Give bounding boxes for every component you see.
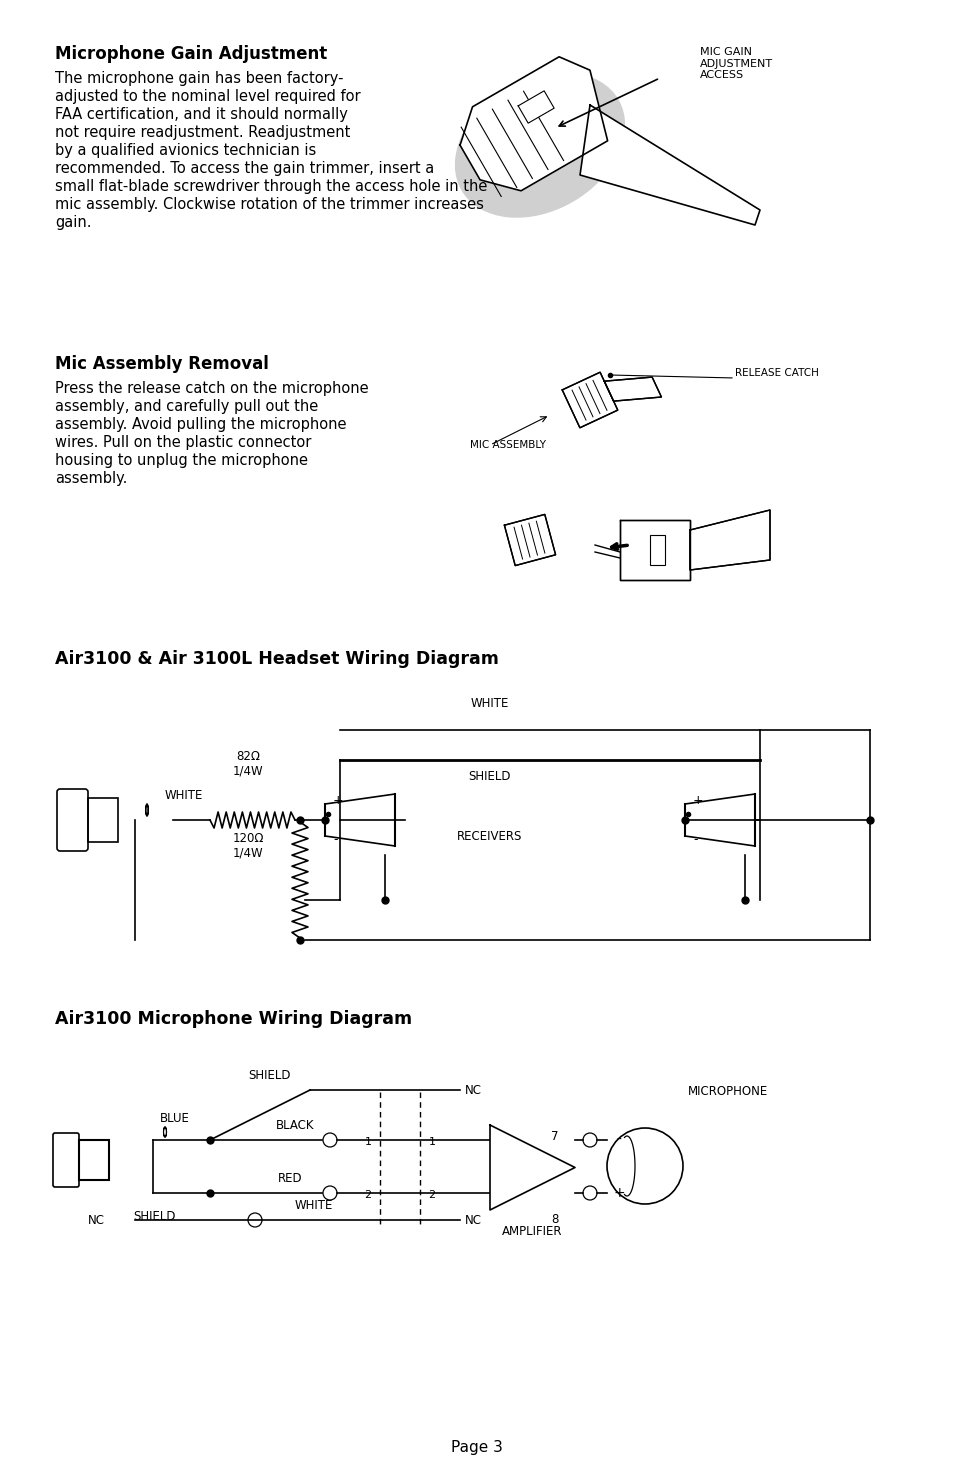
- Text: NC: NC: [88, 1214, 105, 1227]
- Text: WHITE: WHITE: [471, 698, 509, 709]
- Polygon shape: [504, 515, 555, 565]
- Polygon shape: [689, 510, 769, 569]
- Text: Microphone Gain Adjustment: Microphone Gain Adjustment: [55, 46, 327, 63]
- Text: 8: 8: [551, 1212, 558, 1226]
- Polygon shape: [603, 378, 660, 401]
- Text: SHIELD: SHIELD: [468, 770, 511, 783]
- Text: Page 3: Page 3: [451, 1440, 502, 1454]
- Text: RECEIVERS: RECEIVERS: [456, 830, 522, 844]
- Text: FAA certification, and it should normally: FAA certification, and it should normall…: [55, 108, 348, 122]
- Text: -: -: [333, 833, 337, 847]
- Text: SHIELD: SHIELD: [133, 1210, 176, 1223]
- Text: The microphone gain has been factory-: The microphone gain has been factory-: [55, 71, 343, 86]
- Text: WHITE: WHITE: [294, 1199, 333, 1212]
- Text: MIC GAIN
ADJUSTMENT
ACCESS: MIC GAIN ADJUSTMENT ACCESS: [700, 47, 772, 80]
- Text: +: +: [613, 1186, 624, 1201]
- Text: +: +: [333, 794, 343, 807]
- Text: Press the release catch on the microphone: Press the release catch on the microphon…: [55, 381, 368, 395]
- Text: 82Ω
1/4W: 82Ω 1/4W: [233, 749, 263, 777]
- Text: -: -: [616, 1133, 620, 1148]
- Text: BLUE: BLUE: [160, 1112, 190, 1125]
- Polygon shape: [619, 521, 689, 580]
- Text: WHITE: WHITE: [165, 789, 203, 802]
- Text: gain.: gain.: [55, 215, 91, 230]
- Text: RELEASE CATCH: RELEASE CATCH: [734, 367, 818, 378]
- Text: housing to unplug the microphone: housing to unplug the microphone: [55, 453, 308, 468]
- Bar: [79, 1140, 109, 1180]
- Text: RED: RED: [277, 1173, 302, 1184]
- Text: MICROPHONE: MICROPHONE: [687, 1086, 767, 1097]
- Polygon shape: [459, 58, 607, 190]
- Text: assembly.: assembly.: [55, 471, 128, 485]
- Text: Mic Assembly Removal: Mic Assembly Removal: [55, 355, 269, 373]
- Text: BLACK: BLACK: [275, 1120, 314, 1131]
- Text: by a qualified avionics technician is: by a qualified avionics technician is: [55, 143, 315, 158]
- Polygon shape: [490, 1125, 575, 1209]
- Text: 1: 1: [364, 1137, 371, 1148]
- Text: 2: 2: [364, 1190, 371, 1201]
- Text: 120Ω
1/4W: 120Ω 1/4W: [232, 832, 263, 860]
- Text: Air3100 Microphone Wiring Diagram: Air3100 Microphone Wiring Diagram: [55, 1010, 412, 1028]
- Text: assembly, and carefully pull out the: assembly, and carefully pull out the: [55, 400, 318, 414]
- Text: not require readjustment. Readjustment: not require readjustment. Readjustment: [55, 125, 350, 140]
- Text: 2: 2: [428, 1190, 436, 1201]
- Text: assembly. Avoid pulling the microphone: assembly. Avoid pulling the microphone: [55, 417, 346, 432]
- Text: SHIELD: SHIELD: [249, 1069, 291, 1083]
- Text: NC: NC: [464, 1084, 481, 1096]
- Text: NC: NC: [464, 1214, 481, 1227]
- Text: small flat-blade screwdriver through the access hole in the: small flat-blade screwdriver through the…: [55, 178, 487, 195]
- Text: Air3100 & Air 3100L Headset Wiring Diagram: Air3100 & Air 3100L Headset Wiring Diagr…: [55, 650, 498, 668]
- Text: -: -: [692, 833, 697, 847]
- Bar: [88, 798, 118, 842]
- Text: MIC ASSEMBLY: MIC ASSEMBLY: [470, 440, 545, 450]
- Polygon shape: [561, 372, 618, 428]
- Polygon shape: [517, 91, 554, 124]
- Bar: [649, 535, 664, 565]
- Text: wires. Pull on the plastic connector: wires. Pull on the plastic connector: [55, 435, 311, 450]
- Text: 7: 7: [551, 1130, 558, 1143]
- Polygon shape: [579, 105, 760, 226]
- Ellipse shape: [456, 72, 624, 217]
- Text: recommended. To access the gain trimmer, insert a: recommended. To access the gain trimmer,…: [55, 161, 434, 176]
- Text: 1: 1: [428, 1137, 435, 1148]
- Text: +: +: [692, 794, 703, 807]
- Text: mic assembly. Clockwise rotation of the trimmer increases: mic assembly. Clockwise rotation of the …: [55, 198, 483, 212]
- Text: adjusted to the nominal level required for: adjusted to the nominal level required f…: [55, 88, 360, 105]
- Text: AMPLIFIER: AMPLIFIER: [501, 1226, 561, 1238]
